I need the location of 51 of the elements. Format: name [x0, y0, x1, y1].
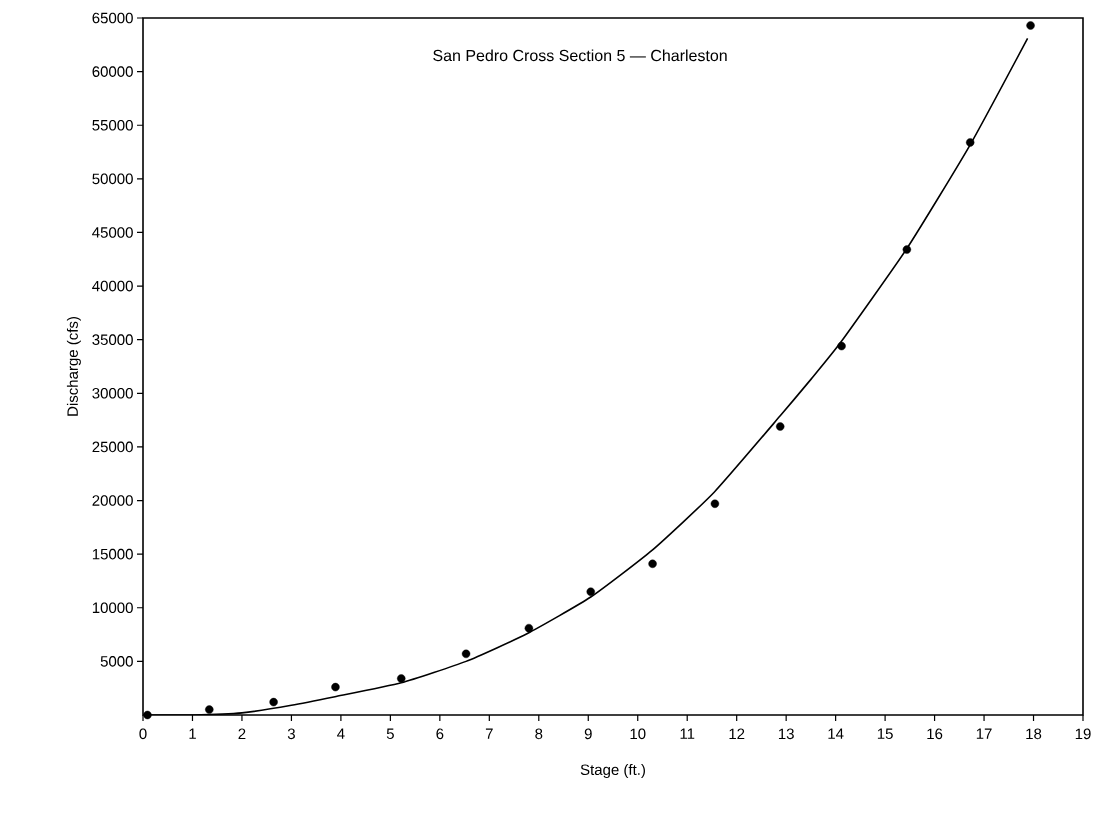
point — [586, 587, 595, 596]
y-tick-label: 10000 — [92, 602, 133, 614]
x-tick-label: 11 — [680, 728, 695, 739]
point — [143, 710, 152, 720]
x-tick-label: 3 — [287, 728, 295, 740]
x-tick-label: 13 — [778, 728, 794, 740]
y-tick-label: 35000 — [92, 334, 133, 345]
x-tick-label: 15 — [877, 728, 893, 739]
x-tick-label: 19 — [1075, 728, 1091, 740]
point — [1026, 21, 1035, 30]
x-tick-label: 4 — [337, 728, 345, 739]
x-tick-label: 2 — [238, 728, 246, 739]
point — [461, 649, 471, 659]
y-tick-label: 30000 — [92, 387, 133, 399]
y-tick-label: 25000 — [92, 441, 133, 453]
y-tick-label: 5000 — [100, 656, 133, 667]
y-tick-label: 55000 — [92, 119, 133, 131]
x-tick-label: 16 — [927, 728, 943, 740]
point — [331, 682, 340, 692]
y-axis-title: Discharge (cfs) — [66, 317, 81, 416]
x-tick-label: 10 — [630, 728, 646, 740]
y-tick-label: 45000 — [92, 227, 133, 238]
text: San Pedro Cross Section 5 — Charleston — [433, 49, 727, 62]
x-tick-label: 8 — [535, 728, 543, 740]
point — [397, 674, 406, 683]
y-tick-label: 15000 — [92, 548, 133, 560]
point — [648, 559, 657, 568]
y-tick-label: 50000 — [92, 173, 133, 185]
point — [966, 138, 975, 147]
point — [269, 697, 278, 707]
x-tick-label: 6 — [436, 728, 444, 740]
y-tick-label: 60000 — [92, 66, 133, 77]
x-tick-label: 12 — [729, 728, 745, 739]
x-axis-title: Stage (ft.) — [580, 764, 645, 778]
y-tick-label: 40000 — [92, 280, 133, 292]
point — [837, 341, 846, 351]
x-tick-label: 9 — [584, 728, 592, 740]
x-tick-label: 0 — [139, 728, 147, 740]
x-tick-label: 17 — [976, 728, 992, 739]
x-tick-label: 18 — [1026, 728, 1042, 740]
point — [710, 499, 720, 508]
y-tick-label: 65000 — [92, 12, 133, 24]
x-tick-label: 7 — [485, 728, 493, 739]
point — [902, 245, 912, 254]
x-tick-label: 14 — [828, 728, 844, 739]
x-tick-label: 1 — [189, 728, 196, 739]
point — [776, 422, 785, 431]
point — [524, 623, 534, 633]
point — [205, 705, 214, 714]
x-tick-label: 5 — [386, 728, 394, 739]
y-tick-label: 20000 — [92, 495, 133, 506]
